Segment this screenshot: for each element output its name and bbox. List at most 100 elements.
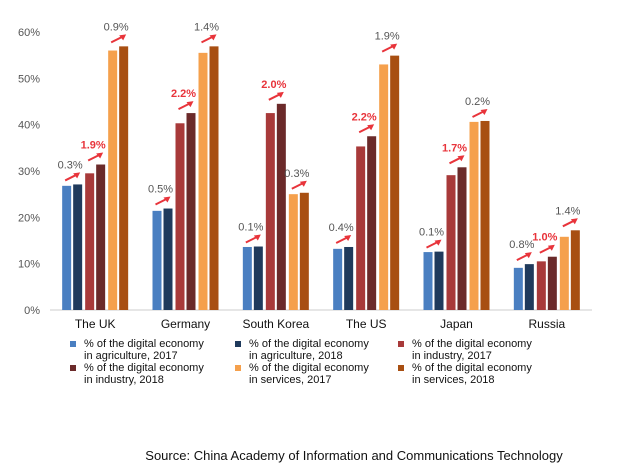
y-tick-label: 40% <box>18 120 40 132</box>
legend-label: % of the digital economy <box>412 362 532 374</box>
legend-swatch <box>398 341 404 347</box>
growth-arrow-head <box>570 218 578 225</box>
growth-label: 0.1% <box>419 227 444 239</box>
growth-arrow-head <box>344 234 352 241</box>
bar <box>163 208 173 310</box>
bar <box>536 261 546 310</box>
bars <box>62 46 580 311</box>
growth-label: 0.9% <box>104 21 129 33</box>
bar <box>265 113 275 310</box>
growth-arrow-head <box>390 43 398 50</box>
growth-label: 0.3% <box>58 159 83 171</box>
legend-label: in services, 2018 <box>412 374 495 386</box>
growth-arrow-head <box>163 196 171 203</box>
y-tick-label: 10% <box>18 259 40 271</box>
growth-label: 2.2% <box>352 111 377 123</box>
x-tick-label: Germany <box>161 317 210 331</box>
growth-label: 0.4% <box>329 222 354 234</box>
x-tick-label: Russia <box>528 317 565 331</box>
bar <box>434 251 444 310</box>
y-tick-label: 0% <box>24 305 40 317</box>
bar <box>276 103 286 310</box>
bar <box>570 230 580 310</box>
growth-label: 0.3% <box>284 168 309 180</box>
growth-arrow-head <box>119 34 127 41</box>
bar <box>480 120 490 311</box>
bar <box>513 267 523 310</box>
bar <box>356 146 366 310</box>
legend-label: in agriculture, 2017 <box>84 350 178 362</box>
growth-label: 0.8% <box>509 239 534 251</box>
bar <box>108 50 118 311</box>
growth-arrow-head <box>276 91 284 98</box>
x-tick-label: The UK <box>75 317 116 331</box>
bar <box>253 246 263 310</box>
x-tick-label: Japan <box>440 317 473 331</box>
growth-arrow-head <box>299 180 307 187</box>
growth-label: 1.7% <box>442 142 467 154</box>
bar <box>299 192 309 310</box>
growth-arrow-head <box>209 34 217 41</box>
bar <box>119 46 129 310</box>
legend-swatch <box>235 341 241 347</box>
growth-label: 1.0% <box>532 232 557 244</box>
legend-label: in agriculture, 2018 <box>249 350 343 362</box>
bar <box>379 64 389 310</box>
bar <box>423 252 433 310</box>
legend-label: % of the digital economy <box>249 338 369 350</box>
growth-label: 0.5% <box>148 184 173 196</box>
bar <box>186 113 196 310</box>
growth-label: 2.0% <box>261 79 286 91</box>
y-axis: 0% 10% 20% 30% 40% 50% 60% <box>18 27 592 317</box>
bar <box>96 164 106 310</box>
bar <box>390 55 400 310</box>
growth-label: 1.4% <box>194 21 219 33</box>
y-tick-label: 50% <box>18 73 40 85</box>
bar <box>457 167 467 310</box>
growth-arrow-head <box>253 234 261 241</box>
bar <box>288 194 298 310</box>
growth-arrow-head <box>457 155 465 162</box>
legend-label: in industry, 2017 <box>412 350 492 362</box>
growth-label: 0.2% <box>465 96 490 108</box>
legend-label: % of the digital economy <box>84 362 204 374</box>
bar <box>446 175 456 310</box>
bar <box>242 246 252 310</box>
legend-label: in industry, 2018 <box>84 374 164 386</box>
growth-label: 0.1% <box>238 222 263 234</box>
growth-label: 1.9% <box>81 140 106 152</box>
bar <box>559 236 569 310</box>
x-tick-label: The US <box>346 317 387 331</box>
legend-label: in services, 2017 <box>249 374 332 386</box>
bar <box>469 121 479 311</box>
growth-arrow-head <box>524 252 532 259</box>
bar <box>209 46 219 310</box>
growth-label: 2.2% <box>171 88 196 100</box>
growth-label: 1.9% <box>375 31 400 43</box>
x-axis: The UK Germany South Korea The US Japan Russi… <box>75 317 566 331</box>
growth-arrow-head <box>434 239 442 246</box>
annotations: 0.3% 1.9% 0.9% 0.5% 2.2% 1.4% 0.1% 2.0% 0.3% 0.4%… <box>58 21 581 262</box>
growth-arrow-head <box>547 244 555 251</box>
growth-arrow-head <box>367 124 375 131</box>
growth-arrow-head <box>73 172 81 179</box>
x-tick-label: South Korea <box>242 317 309 331</box>
bar <box>524 264 534 310</box>
bar <box>62 185 72 310</box>
legend-label: % of the digital economy <box>84 338 204 350</box>
legend-label: % of the digital economy <box>249 362 369 374</box>
y-tick-label: 30% <box>18 166 40 178</box>
bar <box>344 246 354 310</box>
growth-arrow-head <box>96 152 104 159</box>
bar <box>367 136 377 310</box>
legend-swatch <box>70 365 76 371</box>
bar <box>547 256 557 310</box>
legend-swatch <box>235 365 241 371</box>
bar <box>175 123 185 310</box>
growth-label: 1.4% <box>555 205 580 217</box>
bar <box>198 52 208 310</box>
legend-swatch <box>398 365 404 371</box>
legend-label: % of the digital economy <box>412 338 532 350</box>
bar <box>333 248 343 310</box>
